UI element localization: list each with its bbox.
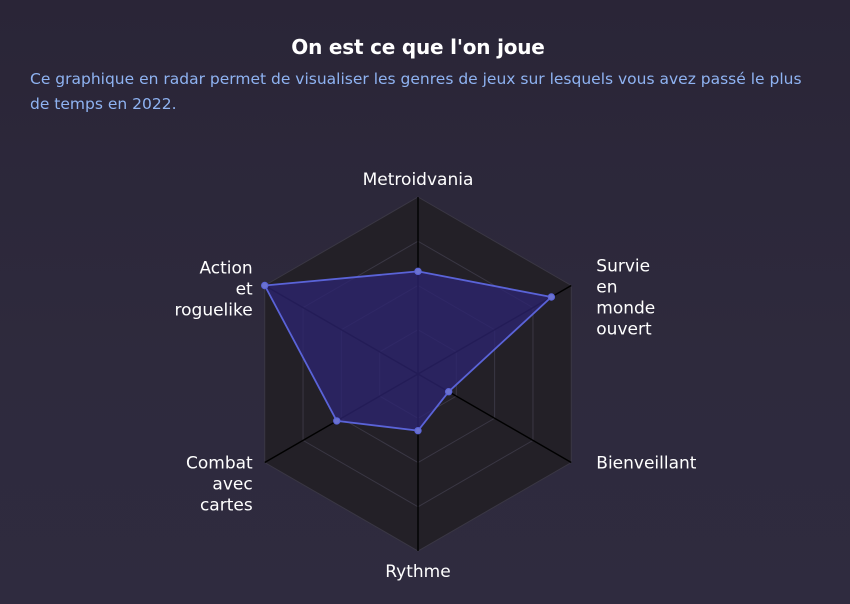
chart-title: On est ce que l'on joue: [291, 35, 545, 59]
axis-label-line: ouvert: [596, 320, 652, 340]
axis-label-line: en: [596, 278, 617, 298]
data-point-3: [414, 426, 422, 435]
radar-series: [261, 267, 556, 435]
data-point-1: [547, 293, 556, 301]
data-point-0: [414, 267, 422, 276]
chart-subtitle: Ce graphique en radar permet de visualis…: [30, 70, 802, 113]
radar-axis-labels: Metroidvania Survie en monde ouvert Bienveill…: [175, 170, 697, 582]
data-point-4: [333, 417, 341, 425]
axis-label-line: monde: [596, 299, 655, 319]
axis-label-line: Bienveillant: [596, 454, 697, 474]
axis-label-line: et: [236, 280, 253, 300]
axis-label-1: Survie en monde ouvert: [596, 257, 655, 340]
data-point-2: [444, 388, 453, 396]
axis-label-4: Combat avec cartes: [186, 454, 253, 516]
axis-label-line: roguelike: [175, 301, 253, 321]
axis-label-5: Action et roguelike: [175, 259, 254, 321]
axis-label-line: Survie: [596, 257, 650, 277]
axis-label-line: Rythme: [385, 562, 450, 582]
axis-label-2: Bienveillant: [596, 454, 697, 474]
axis-label-line: avec: [212, 475, 252, 495]
axis-label-0: Metroidvania: [363, 170, 474, 190]
data-point-5: [261, 281, 269, 290]
axis-label-line: Combat: [186, 454, 253, 474]
axis-label-line: Metroidvania: [363, 170, 474, 190]
axis-label-line: cartes: [200, 496, 253, 516]
axis-label-3: Rythme: [385, 562, 450, 582]
axis-label-line: Action: [199, 259, 252, 279]
